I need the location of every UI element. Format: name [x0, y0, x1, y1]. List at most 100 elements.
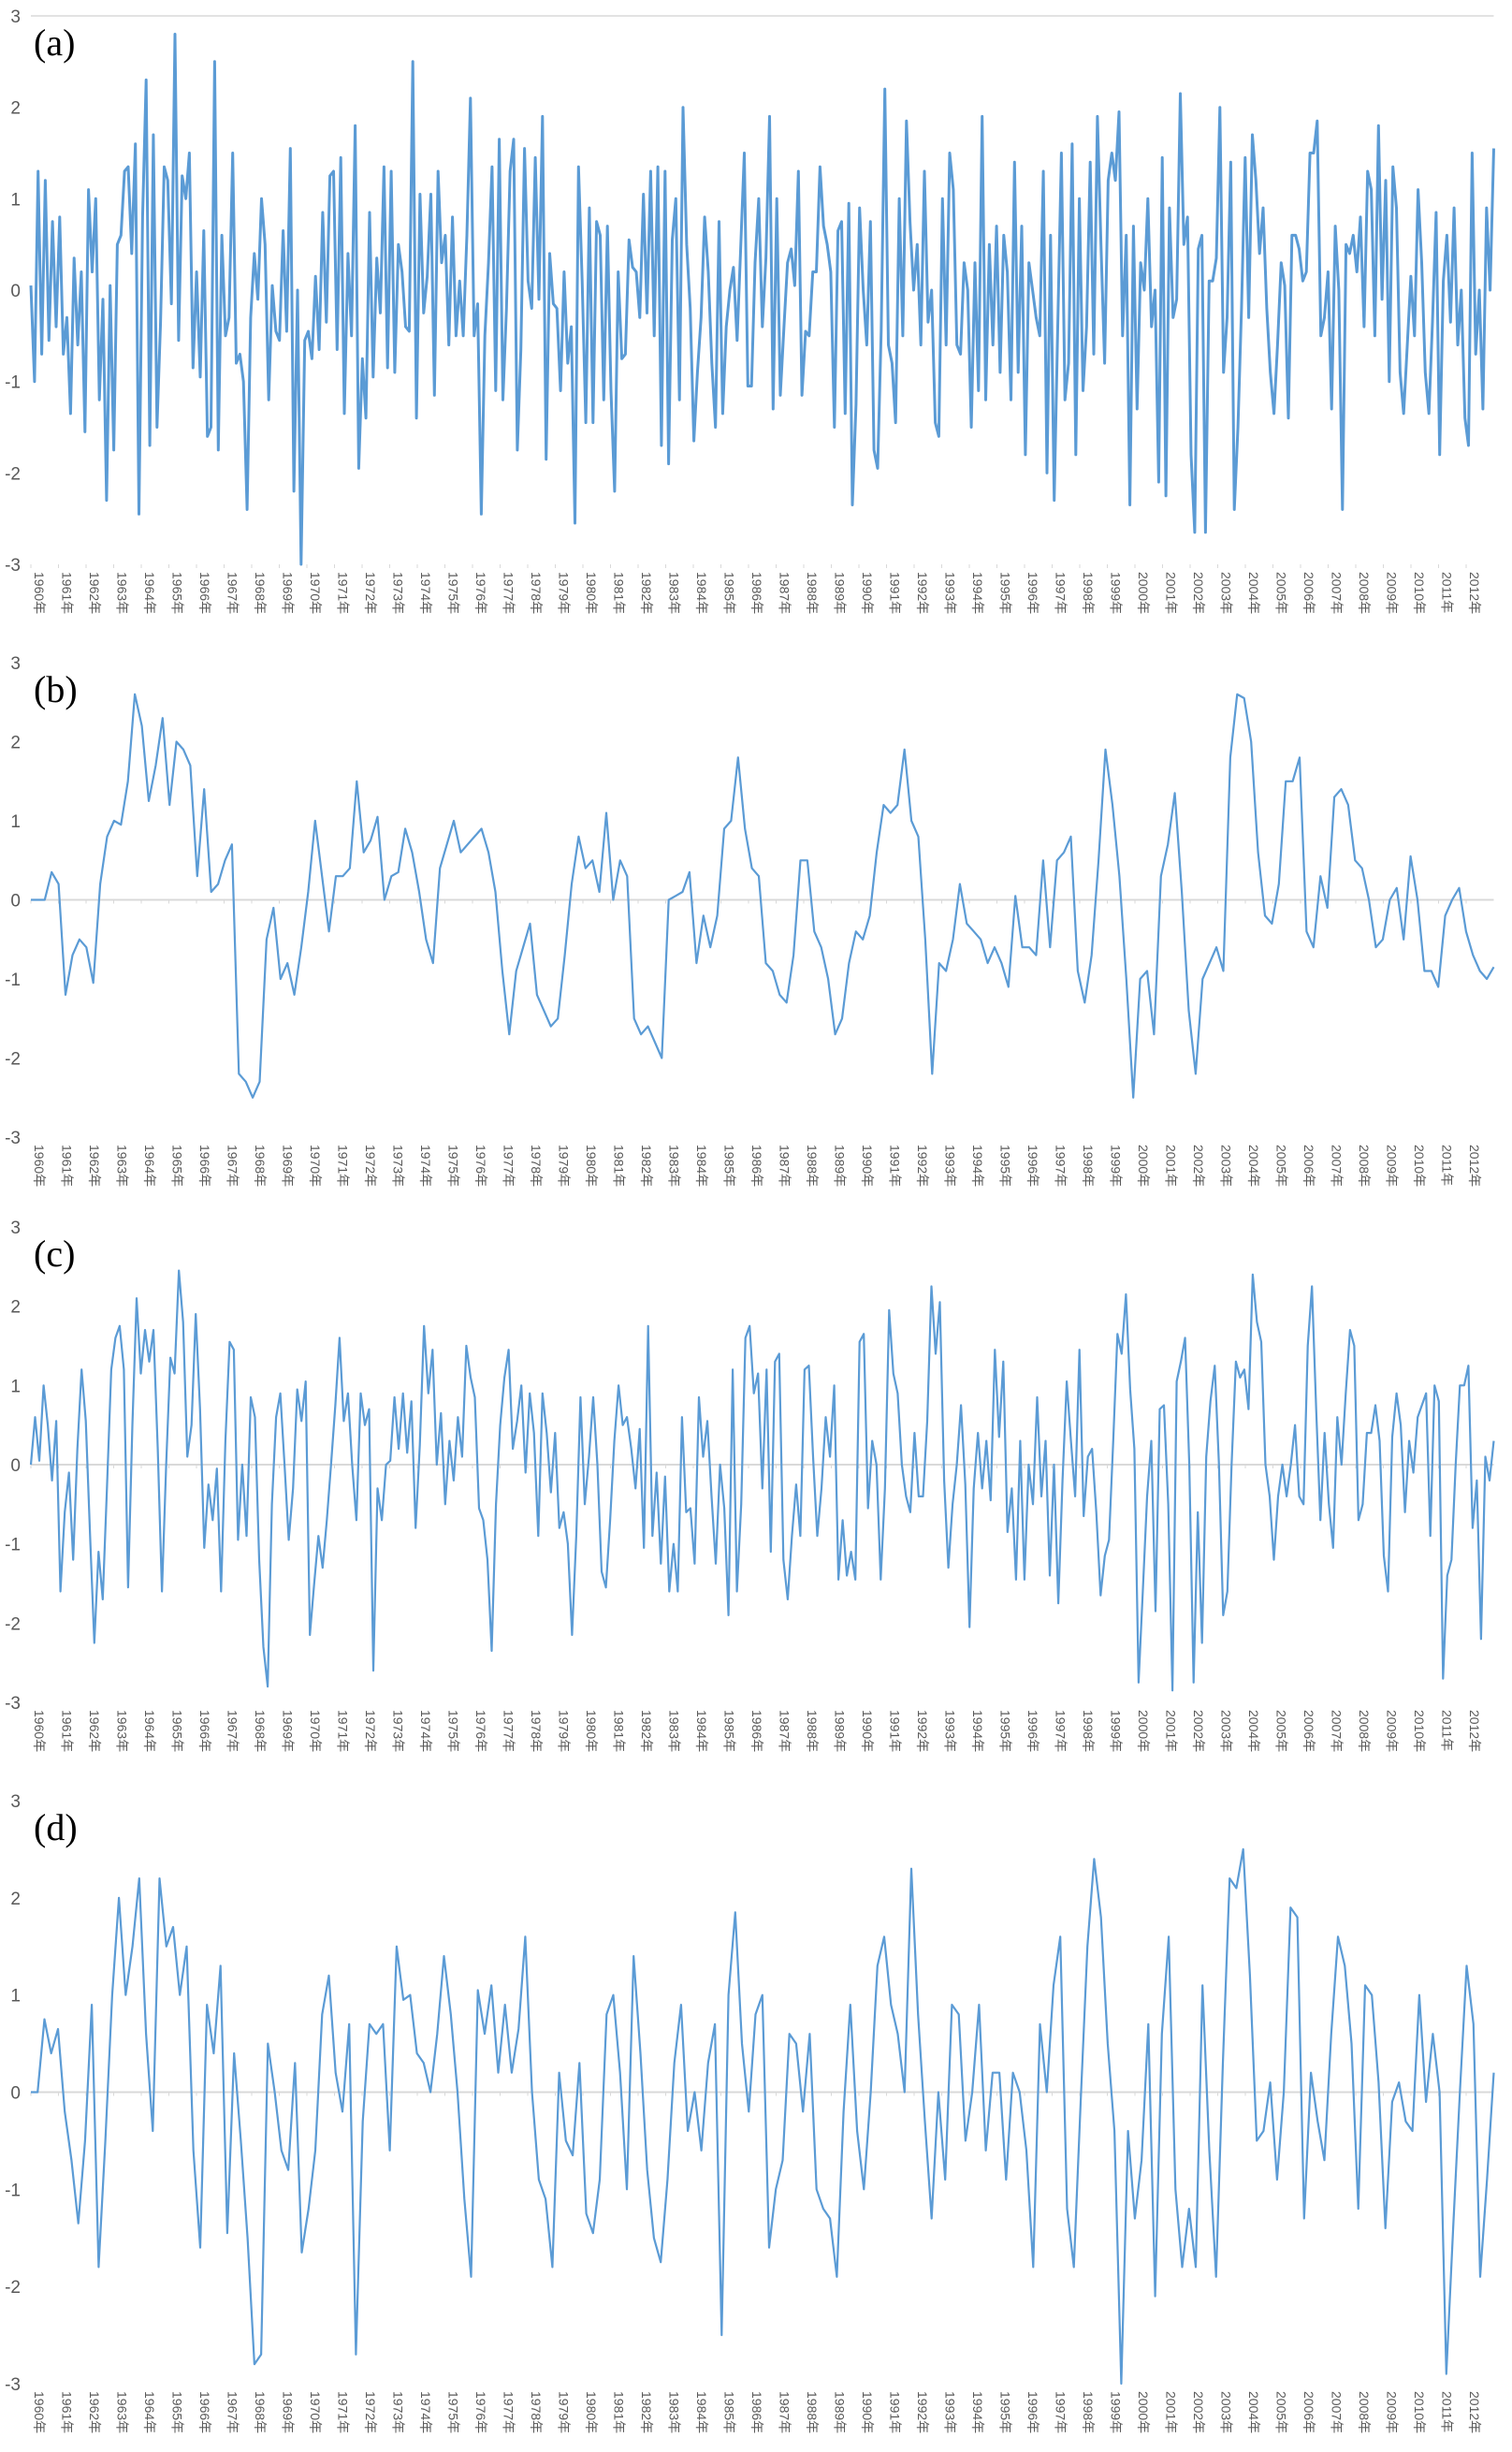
x-tick-label: 1993年 [943, 2391, 958, 2433]
x-tick-label: 2011年 [1440, 1145, 1455, 1186]
x-tick-label: 2005年 [1274, 1145, 1289, 1187]
x-tick-label: 1976年 [473, 1710, 488, 1752]
x-tick-label: 2002年 [1191, 572, 1206, 614]
x-tick-label: 1994年 [970, 2391, 985, 2433]
x-tick-label: 1983年 [667, 1145, 682, 1187]
x-tick-label: 1966年 [197, 1145, 212, 1187]
x-tick-label: 1995年 [998, 2391, 1013, 2433]
x-tick-label: 1961年 [60, 1710, 75, 1752]
x-tick-label: 1988年 [805, 1145, 820, 1187]
x-tick-label: 1998年 [1081, 1710, 1096, 1752]
x-tick-label: 2000年 [1136, 572, 1151, 614]
x-tick-label: 2012年 [1467, 1145, 1482, 1187]
x-tick-label: 1989年 [833, 2391, 848, 2433]
x-tick-label: 2001年 [1164, 572, 1179, 614]
x-tick-label: 1972年 [363, 2391, 378, 2433]
x-tick-label: 1988年 [805, 2391, 820, 2433]
x-tick-label: 1992年 [915, 1145, 930, 1187]
x-tick-label: 2004年 [1246, 572, 1261, 614]
x-tick-label: 2011年 [1440, 572, 1455, 613]
x-tick-label: 1991年 [888, 1710, 903, 1752]
x-tick-label: 2007年 [1330, 2391, 1345, 2433]
x-tick-label: 1978年 [529, 1710, 544, 1752]
y-tick-label: 0 [10, 892, 21, 912]
x-tick-label: 1988年 [805, 1710, 820, 1752]
x-tick-label: 1984年 [694, 1710, 709, 1752]
x-tick-label: 1977年 [502, 2391, 516, 2433]
x-tick-label: 1960年 [32, 572, 47, 614]
x-tick-label: 1985年 [722, 1145, 737, 1187]
y-tick-label: 3 [10, 654, 21, 674]
x-tick-label: 1992年 [915, 572, 930, 614]
x-tick-label: 1998年 [1081, 1145, 1096, 1187]
x-tick-label: 1994年 [970, 572, 985, 614]
x-tick-label: 1992年 [915, 2391, 930, 2433]
x-tick-label: 1990年 [860, 1145, 875, 1187]
x-tick-label: 1977年 [502, 1710, 516, 1752]
x-tick-label: 2008年 [1357, 2391, 1372, 2433]
y-tick-label: -3 [5, 2375, 21, 2395]
x-tick-label: 2004年 [1246, 2391, 1261, 2433]
x-tick-label: 2003年 [1219, 2391, 1234, 2433]
x-tick-label: 2006年 [1301, 1710, 1316, 1752]
chart-panel-d: 3 2 1 0 -1 -2 -3 1960年 1961年 1962年 1963年 1964年 1965年… [5, 1792, 1495, 2433]
x-tick-label: 1986年 [749, 572, 764, 614]
x-tick-label: 1964年 [142, 1710, 157, 1752]
x-tick-label: 1972年 [363, 1710, 378, 1752]
y-tick-label: 3 [10, 1219, 21, 1238]
x-tick-label: 1987年 [778, 1710, 792, 1752]
x-tick-label: 2005年 [1274, 2391, 1289, 2433]
x-tick-label: 1971年 [336, 1710, 351, 1752]
x-tick-label: 2009年 [1385, 1710, 1400, 1752]
x-tick-label: 1997年 [1054, 1145, 1069, 1187]
x-tick-label: 1989年 [833, 572, 848, 614]
series-line [31, 1847, 1495, 2386]
x-tick-label: 1975年 [446, 1710, 461, 1752]
x-tick-label: 1971年 [336, 2391, 351, 2433]
x-tick-label: 1997年 [1054, 2391, 1069, 2433]
x-tick-label: 2005年 [1274, 572, 1289, 614]
x-tick-label: 2007年 [1330, 1145, 1345, 1187]
x-tick-label: 1978年 [529, 572, 544, 614]
x-tick-label: 1996年 [1025, 572, 1040, 614]
y-tick-label: 2 [10, 1890, 21, 1909]
x-tick-label: 1981年 [612, 1145, 627, 1187]
x-tick-label: 1967年 [225, 1145, 240, 1187]
x-tick-label: 1995年 [998, 1145, 1013, 1187]
x-tick-label: 2004年 [1246, 1710, 1261, 1752]
x-tick-label: 1975年 [446, 572, 461, 614]
x-tick-label: 2003年 [1219, 1145, 1234, 1187]
x-tick-label: 1976年 [473, 2391, 488, 2433]
x-tick-label: 2001年 [1164, 1710, 1179, 1752]
x-tick-label: 1978年 [529, 1145, 544, 1187]
x-tick-label: 2000年 [1136, 2391, 1151, 2433]
x-tick-label: 1974年 [418, 1145, 433, 1187]
x-tick-label: 1980年 [584, 572, 599, 614]
y-tick-label: -2 [5, 464, 21, 484]
x-tick-label: 1980年 [584, 1145, 599, 1187]
x-tick-label: 1970年 [308, 1710, 323, 1752]
x-tick-label: 1968年 [253, 2391, 268, 2433]
x-tick-label: 1985年 [722, 572, 737, 614]
x-tick-label: 1981年 [612, 2391, 627, 2433]
x-tick-label: 1970年 [308, 572, 323, 614]
x-tick-label: 1976年 [473, 1145, 488, 1187]
chart-panel-a: 3 2 1 0 -1 -2 -3 1960年 1961年 1962年 1963年 1964年 1965年… [5, 7, 1495, 614]
x-tick-label: 1991年 [888, 2391, 903, 2433]
x-tick-label: 1980年 [584, 2391, 599, 2433]
x-tick-label: 1999年 [1109, 572, 1124, 614]
x-tick-label: 1963年 [115, 1710, 130, 1752]
x-tick-label: 1961年 [60, 572, 75, 614]
x-tick-label: 1978年 [529, 2391, 544, 2433]
x-tick-label: 1992年 [915, 1710, 930, 1752]
x-tick-label: 1988年 [805, 572, 820, 614]
x-tick-label: 1965年 [170, 572, 185, 614]
x-tick-label: 1969年 [281, 1710, 296, 1752]
y-tick-label: -1 [5, 1536, 21, 1555]
x-tick-label: 1977年 [502, 1145, 516, 1187]
x-tick-label: 1984年 [694, 572, 709, 614]
x-tick-label: 1967年 [225, 572, 240, 614]
x-tick-label: 2008年 [1357, 1710, 1372, 1752]
x-tick-label: 1964年 [142, 2391, 157, 2433]
x-tick-label: 1991年 [888, 1145, 903, 1187]
